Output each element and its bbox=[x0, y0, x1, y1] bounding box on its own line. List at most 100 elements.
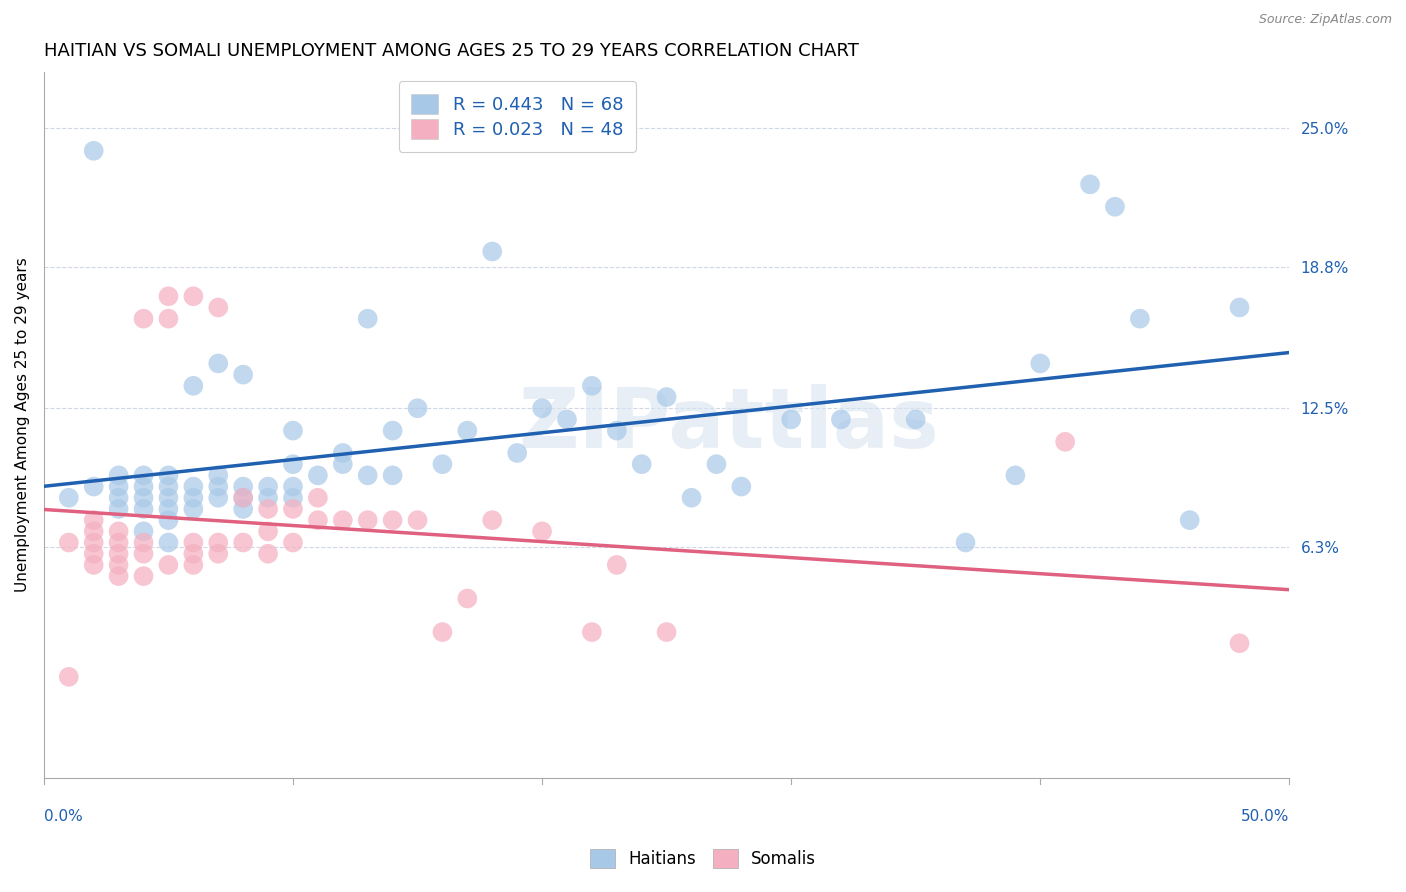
Point bbox=[207, 547, 229, 561]
Point bbox=[1004, 468, 1026, 483]
Point bbox=[83, 479, 105, 493]
Point bbox=[332, 513, 354, 527]
Point bbox=[183, 379, 205, 393]
Point bbox=[132, 479, 155, 493]
Point bbox=[332, 457, 354, 471]
Point bbox=[157, 468, 180, 483]
Text: ZIPattlas: ZIPattlas bbox=[519, 384, 939, 466]
Point bbox=[132, 468, 155, 483]
Point bbox=[83, 535, 105, 549]
Point bbox=[381, 513, 404, 527]
Point bbox=[581, 379, 603, 393]
Point bbox=[381, 468, 404, 483]
Point bbox=[83, 524, 105, 539]
Point bbox=[83, 513, 105, 527]
Y-axis label: Unemployment Among Ages 25 to 29 years: Unemployment Among Ages 25 to 29 years bbox=[15, 258, 30, 592]
Point bbox=[132, 535, 155, 549]
Point bbox=[183, 535, 205, 549]
Point bbox=[257, 502, 280, 516]
Point bbox=[381, 424, 404, 438]
Point bbox=[307, 513, 329, 527]
Point bbox=[307, 468, 329, 483]
Point bbox=[58, 535, 80, 549]
Point bbox=[157, 479, 180, 493]
Point bbox=[132, 569, 155, 583]
Point bbox=[107, 558, 129, 572]
Point bbox=[681, 491, 703, 505]
Point bbox=[1178, 513, 1201, 527]
Point bbox=[630, 457, 652, 471]
Point bbox=[281, 491, 304, 505]
Point bbox=[58, 670, 80, 684]
Point bbox=[232, 535, 254, 549]
Point bbox=[157, 491, 180, 505]
Point bbox=[1104, 200, 1126, 214]
Point bbox=[257, 524, 280, 539]
Point bbox=[157, 513, 180, 527]
Point bbox=[232, 479, 254, 493]
Point bbox=[955, 535, 977, 549]
Point bbox=[581, 625, 603, 640]
Point bbox=[207, 535, 229, 549]
Point bbox=[432, 625, 454, 640]
Point bbox=[606, 558, 628, 572]
Point bbox=[207, 468, 229, 483]
Point bbox=[183, 558, 205, 572]
Point bbox=[183, 547, 205, 561]
Point bbox=[107, 491, 129, 505]
Point bbox=[257, 491, 280, 505]
Point bbox=[1029, 356, 1052, 370]
Point bbox=[183, 289, 205, 303]
Point bbox=[157, 558, 180, 572]
Point bbox=[780, 412, 803, 426]
Point bbox=[904, 412, 927, 426]
Point bbox=[531, 524, 554, 539]
Point bbox=[132, 491, 155, 505]
Point bbox=[183, 502, 205, 516]
Legend: R = 0.443   N = 68, R = 0.023   N = 48: R = 0.443 N = 68, R = 0.023 N = 48 bbox=[398, 81, 636, 152]
Point bbox=[555, 412, 578, 426]
Point bbox=[1129, 311, 1152, 326]
Point bbox=[531, 401, 554, 416]
Point bbox=[157, 289, 180, 303]
Point bbox=[281, 502, 304, 516]
Text: 0.0%: 0.0% bbox=[44, 809, 83, 824]
Point bbox=[157, 502, 180, 516]
Point bbox=[1229, 301, 1251, 315]
Point bbox=[132, 547, 155, 561]
Text: 50.0%: 50.0% bbox=[1241, 809, 1289, 824]
Point bbox=[58, 491, 80, 505]
Point bbox=[207, 356, 229, 370]
Point bbox=[357, 513, 380, 527]
Point bbox=[357, 311, 380, 326]
Point bbox=[107, 502, 129, 516]
Point bbox=[232, 491, 254, 505]
Point bbox=[132, 524, 155, 539]
Point bbox=[1078, 178, 1101, 192]
Point bbox=[655, 625, 678, 640]
Point bbox=[830, 412, 852, 426]
Point bbox=[183, 479, 205, 493]
Point bbox=[232, 368, 254, 382]
Text: Source: ZipAtlas.com: Source: ZipAtlas.com bbox=[1258, 13, 1392, 27]
Point bbox=[1229, 636, 1251, 650]
Point bbox=[281, 457, 304, 471]
Point bbox=[207, 491, 229, 505]
Point bbox=[655, 390, 678, 404]
Point bbox=[357, 468, 380, 483]
Point bbox=[107, 468, 129, 483]
Point bbox=[232, 491, 254, 505]
Point bbox=[332, 446, 354, 460]
Point bbox=[706, 457, 728, 471]
Text: HAITIAN VS SOMALI UNEMPLOYMENT AMONG AGES 25 TO 29 YEARS CORRELATION CHART: HAITIAN VS SOMALI UNEMPLOYMENT AMONG AGE… bbox=[44, 42, 859, 60]
Point bbox=[257, 479, 280, 493]
Point bbox=[232, 502, 254, 516]
Point bbox=[107, 569, 129, 583]
Point bbox=[406, 401, 429, 416]
Point bbox=[132, 311, 155, 326]
Point bbox=[307, 491, 329, 505]
Point bbox=[107, 524, 129, 539]
Point bbox=[157, 535, 180, 549]
Point bbox=[107, 547, 129, 561]
Point bbox=[207, 301, 229, 315]
